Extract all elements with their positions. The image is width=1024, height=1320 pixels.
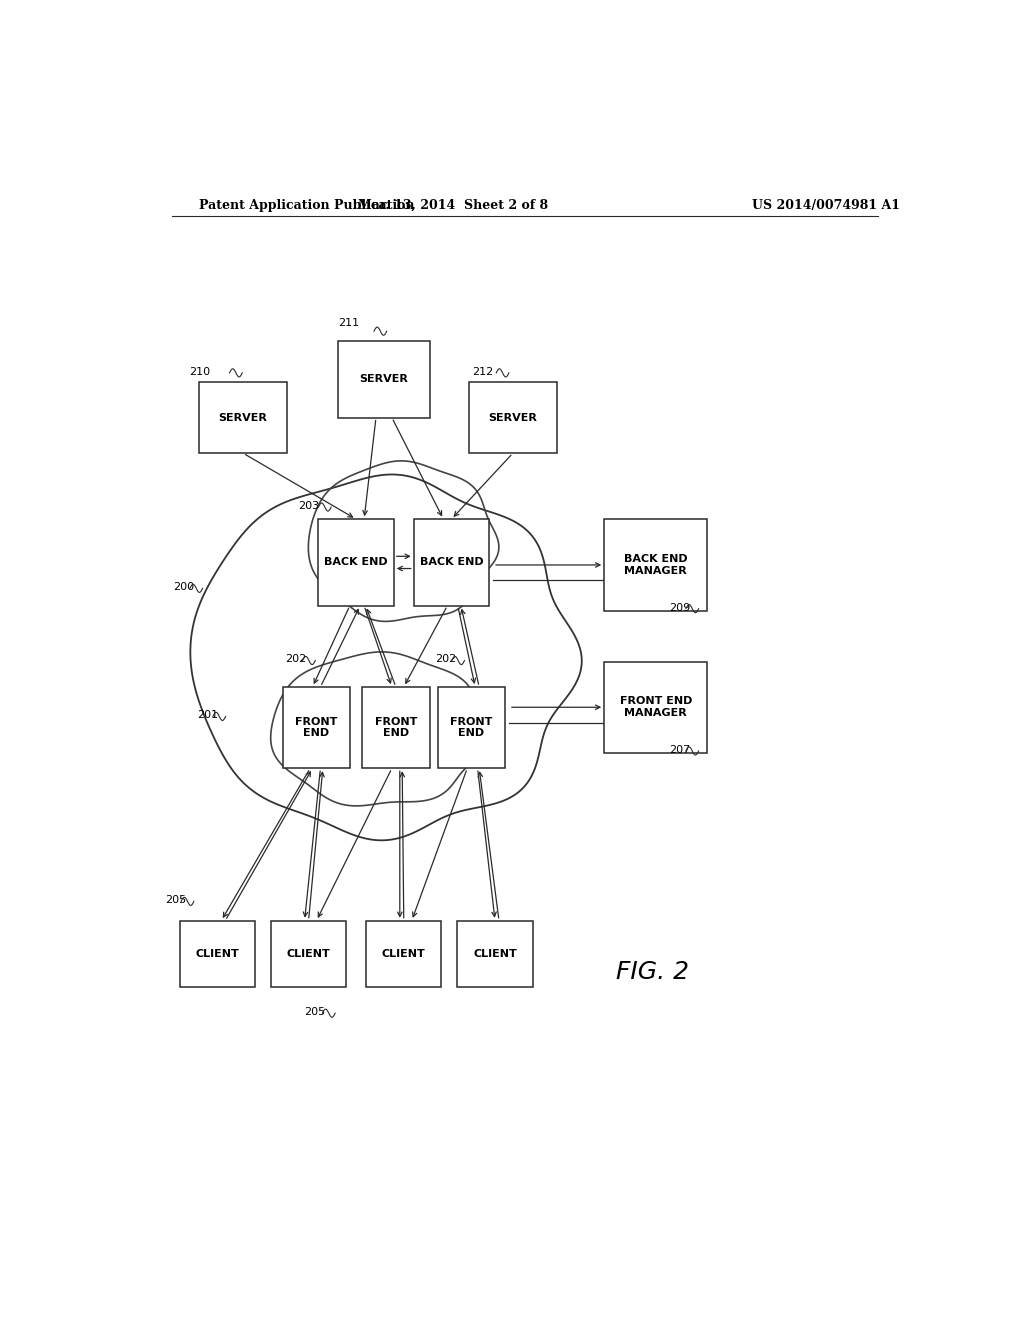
Text: 202: 202 <box>286 655 307 664</box>
Text: Patent Application Publication: Patent Application Publication <box>200 198 415 211</box>
Bar <box>270 921 346 987</box>
Text: SERVER: SERVER <box>359 375 409 384</box>
Bar <box>604 519 708 611</box>
Text: 207: 207 <box>669 744 690 755</box>
Text: SERVER: SERVER <box>219 413 267 422</box>
Text: 202: 202 <box>435 655 456 664</box>
Text: SERVER: SERVER <box>488 413 538 422</box>
Bar <box>458 921 532 987</box>
Bar <box>200 381 287 453</box>
Text: CLIENT: CLIENT <box>196 949 240 958</box>
Text: 201: 201 <box>197 710 218 721</box>
Text: 209: 209 <box>669 603 690 612</box>
Text: CLIENT: CLIENT <box>382 949 426 958</box>
Text: FRONT END
MANAGER: FRONT END MANAGER <box>620 697 692 718</box>
Text: 200: 200 <box>173 582 195 593</box>
Bar <box>414 519 489 606</box>
Text: 205: 205 <box>304 1007 325 1018</box>
Text: BACK END
MANAGER: BACK END MANAGER <box>624 554 687 576</box>
Text: 205: 205 <box>165 895 186 906</box>
Text: 211: 211 <box>338 318 359 329</box>
Text: 212: 212 <box>472 367 494 376</box>
Text: BACK END: BACK END <box>325 557 388 568</box>
Bar <box>604 661 708 752</box>
Text: 203: 203 <box>298 502 319 511</box>
Bar <box>469 381 557 453</box>
Text: CLIENT: CLIENT <box>473 949 517 958</box>
Text: FRONT
END: FRONT END <box>450 717 493 738</box>
Bar <box>367 921 441 987</box>
Text: FIG. 2: FIG. 2 <box>616 960 689 983</box>
Bar <box>283 686 350 768</box>
Bar <box>318 519 394 606</box>
Bar <box>179 921 255 987</box>
Text: Mar. 13, 2014  Sheet 2 of 8: Mar. 13, 2014 Sheet 2 of 8 <box>358 198 549 211</box>
Bar <box>437 686 505 768</box>
Bar <box>338 342 430 417</box>
Text: CLIENT: CLIENT <box>287 949 331 958</box>
Bar <box>362 686 430 768</box>
Text: FRONT
END: FRONT END <box>375 717 417 738</box>
Text: 210: 210 <box>188 367 210 376</box>
Text: US 2014/0074981 A1: US 2014/0074981 A1 <box>753 198 900 211</box>
Text: BACK END: BACK END <box>420 557 483 568</box>
Text: FRONT
END: FRONT END <box>295 717 338 738</box>
